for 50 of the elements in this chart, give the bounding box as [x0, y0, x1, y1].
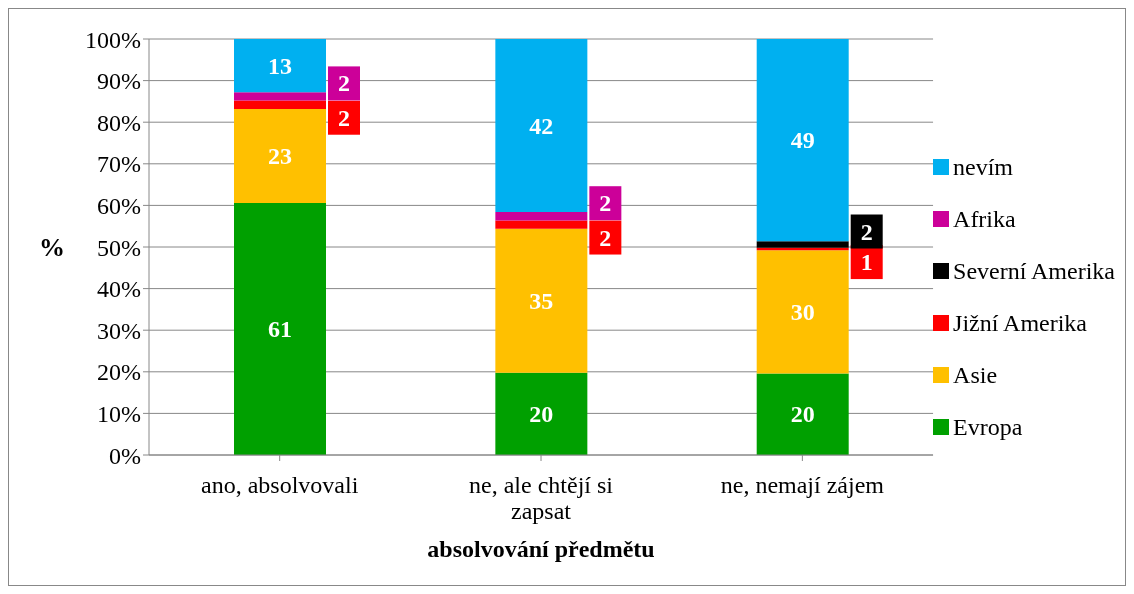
bar — [495, 228, 588, 373]
y-axis-title: % — [39, 233, 65, 263]
y-tick-label: 40% — [97, 276, 141, 303]
data-label: 2 — [599, 224, 612, 251]
y-tick-label: 30% — [97, 317, 141, 344]
y-tick-label: 90% — [97, 68, 141, 95]
data-label: 23 — [268, 142, 292, 169]
y-tick-label: 0% — [109, 442, 141, 469]
data-label: 49 — [790, 127, 815, 154]
data-label: 35 — [529, 287, 554, 314]
data-label: 1 — [860, 249, 873, 276]
legend-label: Afrika — [953, 205, 1016, 233]
bar — [234, 108, 326, 203]
legend-label: Asie — [953, 361, 998, 389]
data-label: 2 — [338, 70, 350, 97]
y-tick-label: 20% — [97, 359, 141, 386]
legend-label: nevím — [953, 153, 1014, 181]
y-tick-label: 60% — [97, 192, 141, 219]
legend-label: Jižní Amerika — [953, 309, 1088, 337]
legend-label: Evropa — [953, 413, 1023, 441]
y-tick-label: 10% — [97, 400, 141, 427]
bar — [234, 100, 326, 109]
bar — [495, 39, 588, 213]
data-label: 2 — [599, 190, 612, 217]
x-tick-label: ne, nemají zájem — [720, 472, 885, 498]
bar — [234, 202, 326, 455]
x-tick-label: ano, absolvovali — [201, 472, 359, 498]
x-tick-label: ne, ale chtějí si zapsat — [469, 472, 614, 524]
bar — [234, 92, 326, 101]
data-label: 2 — [338, 104, 350, 131]
bar — [756, 250, 849, 374]
data-label: 2 — [860, 218, 873, 245]
bar — [756, 373, 849, 455]
y-tick-label: 100% — [85, 26, 141, 53]
bar — [756, 241, 849, 248]
legend-label: Severní Amerika — [953, 257, 1115, 285]
bar — [756, 39, 849, 242]
y-tick-label: 50% — [97, 234, 141, 261]
bar — [495, 372, 588, 455]
bar — [495, 212, 588, 221]
data-label: 61 — [268, 315, 292, 342]
data-label: 20 — [529, 400, 554, 427]
x-axis-title: absolvování předmětu — [427, 536, 655, 562]
data-label: 42 — [529, 112, 554, 139]
data-label: 13 — [268, 52, 292, 79]
data-label: 20 — [790, 401, 815, 428]
y-tick-label: 80% — [97, 109, 141, 136]
y-tick-label: 70% — [97, 151, 141, 178]
bar — [495, 220, 588, 229]
data-label: 30 — [790, 298, 815, 325]
